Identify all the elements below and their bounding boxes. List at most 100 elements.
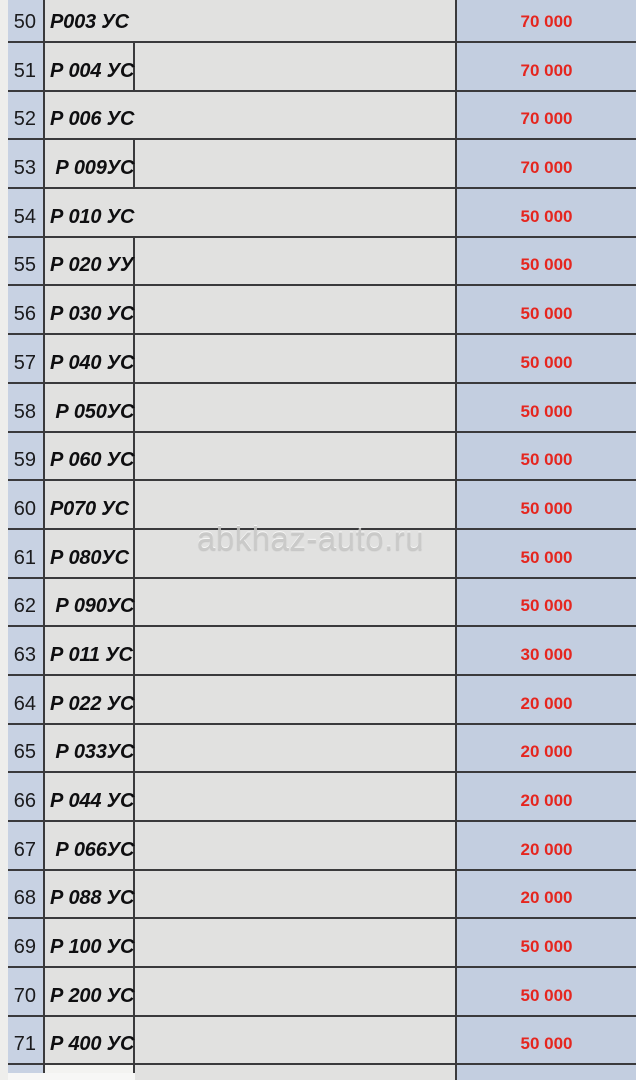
price-cell: 70 000 <box>455 140 636 188</box>
table-row: 69 Р 100 УС 50 000 <box>8 919 636 969</box>
plate-number-cell: Р 040 УС <box>45 335 135 382</box>
price-cell: 50 000 <box>455 1016 636 1064</box>
table-row: 62 Р 090УС 50 000 <box>8 578 636 628</box>
price-cell: 70 000 <box>455 91 636 139</box>
empty-cell <box>135 286 455 334</box>
table-row: 58 Р 050УС 50 000 <box>8 383 636 433</box>
plate-number-cell: Р 100 УС <box>45 919 135 967</box>
price-cell: 50 000 <box>455 432 636 480</box>
plate-number-cell: Р 030 УС <box>45 286 135 334</box>
empty-cell <box>135 675 455 723</box>
empty-cell <box>135 822 455 869</box>
price-cell: 50 000 <box>455 286 636 334</box>
price-cell: 50 000 <box>455 189 636 236</box>
row-number-cell: 51 <box>8 43 45 90</box>
table-row: 68 Р 088 УС 20 000 <box>8 870 636 920</box>
row-number-cell: 62 <box>8 578 45 626</box>
row-number-cell: 55 <box>8 237 45 285</box>
price-cell: 30 000 <box>455 627 636 674</box>
table-row: 70 Р 200 УС 50 000 <box>8 968 636 1017</box>
table-row: 53 Р 009УС 70 000 <box>8 140 636 190</box>
row-number-cell: 50 <box>8 0 45 41</box>
row-number-cell: 57 <box>8 335 45 382</box>
table-row: 66 Р 044 УС 20 000 <box>8 773 636 822</box>
plate-number-cell: Р 080УС <box>45 529 135 577</box>
empty-cell <box>135 140 455 188</box>
plate-number-cell: Р 050УС <box>45 383 135 431</box>
empty-cell <box>135 432 455 480</box>
empty-cell <box>135 773 455 820</box>
table-row: 63 Р 011 УС 30 000 <box>8 627 636 676</box>
plate-number-cell: Р 200 УС <box>45 968 135 1015</box>
price-cell: 50 000 <box>455 481 636 528</box>
row-number-cell: 68 <box>8 870 45 918</box>
price-cell: 50 000 <box>455 383 636 431</box>
plate-number-cell: Р 066УС <box>45 822 135 869</box>
plate-number-cell: Р 044 УС <box>45 773 135 820</box>
price-cell: 50 000 <box>455 237 636 285</box>
price-cell: 20 000 <box>455 675 636 723</box>
row-number-cell: 69 <box>8 919 45 967</box>
table-row: 67 Р 066УС 20 000 <box>8 822 636 871</box>
price-cell: 50 000 <box>455 578 636 626</box>
empty-cell <box>135 870 455 918</box>
plate-number-cell: Р003 УС <box>45 0 137 41</box>
row-number-cell: 54 <box>8 189 45 236</box>
plate-number-cell: Р 004 УС <box>45 43 135 90</box>
empty-cell <box>137 91 455 139</box>
price-cell: 70 000 <box>455 43 636 90</box>
row-number-cell: 53 <box>8 140 45 188</box>
row-number-cell: 67 <box>8 822 45 869</box>
plate-number-cell: Р 022 УС <box>45 675 135 723</box>
price-cell: 20 000 <box>455 724 636 772</box>
plate-number-cell: Р 088 УС <box>45 870 135 918</box>
price-cell: 20 000 <box>455 870 636 918</box>
table-row: 51 Р 004 УС 70 000 <box>8 43 636 92</box>
plate-number-cell: Р 020 УУ <box>45 237 135 285</box>
plate-number-cell: Р 060 УС <box>45 432 135 480</box>
table-row: 59 Р 060 УС 50 000 <box>8 432 636 482</box>
row-number-cell: 52 <box>8 91 45 139</box>
empty-cell <box>135 578 455 626</box>
table-row: 55 Р 020 УУ 50 000 <box>8 237 636 287</box>
plate-number-cell: Р 009УС <box>45 140 135 188</box>
row-number-cell: 63 <box>8 627 45 674</box>
empty-cell <box>135 919 455 967</box>
page-left-margin <box>0 0 8 1080</box>
empty-cell <box>135 335 455 382</box>
row-number-cell: 59 <box>8 432 45 480</box>
bottom-page-edge <box>0 1073 135 1080</box>
row-number-cell: 58 <box>8 383 45 431</box>
plate-number-cell: Р 006 УС <box>45 91 137 139</box>
empty-cell <box>135 968 455 1015</box>
table-row: 61 Р 080УС 50 000 <box>8 529 636 579</box>
price-cell: 50 000 <box>455 968 636 1015</box>
empty-cell <box>137 0 455 41</box>
empty-cell <box>135 481 455 528</box>
price-cell: 20 000 <box>455 822 636 869</box>
row-number-cell: 61 <box>8 529 45 577</box>
price-cell: 50 000 <box>455 919 636 967</box>
table-row: 56 Р 030 УС 50 000 <box>8 286 636 336</box>
row-number-cell: 71 <box>8 1016 45 1064</box>
price-cell <box>455 1065 636 1080</box>
table-row: 60 Р070 УС 50 000 <box>8 481 636 530</box>
price-cell: 70 000 <box>455 0 636 41</box>
table-row: 52 Р 006 УС 70 000 <box>8 91 636 141</box>
row-number-cell: 70 <box>8 968 45 1015</box>
plate-number-cell: Р 090УС <box>45 578 135 626</box>
row-number-cell: 60 <box>8 481 45 528</box>
table-row: 71 Р 400 УС 50 000 <box>8 1016 636 1066</box>
price-table: 50 Р003 УС 70 000 51 Р 004 УС 70 000 52 … <box>8 0 636 1080</box>
table-row: 64 Р 022 УС 20 000 <box>8 675 636 725</box>
empty-cell <box>135 383 455 431</box>
table-row: 54 Р 010 УС 50 000 <box>8 189 636 238</box>
price-cell: 50 000 <box>455 335 636 382</box>
empty-cell <box>135 529 455 577</box>
empty-cell <box>135 1016 455 1064</box>
plate-number-cell: Р 010 УС <box>45 189 137 236</box>
row-number-cell: 66 <box>8 773 45 820</box>
plate-number-cell: Р 400 УС <box>45 1016 135 1064</box>
table-row: 65 Р 033УС 20 000 <box>8 724 636 774</box>
price-cell: 20 000 <box>455 773 636 820</box>
